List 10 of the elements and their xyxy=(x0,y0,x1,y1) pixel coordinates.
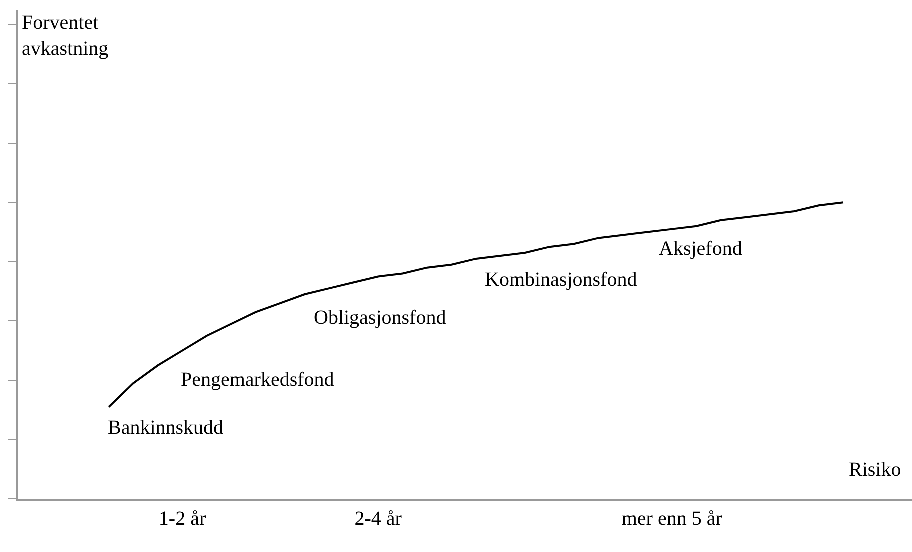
x-tick-label: 2-4 år xyxy=(354,508,402,530)
x-tick-label: mer enn 5 år xyxy=(622,508,723,530)
annotation: Bankinnskudd xyxy=(108,417,224,439)
x-axis-title: Risiko xyxy=(849,459,902,481)
x-tick-label: 1-2 år xyxy=(158,508,206,530)
annotation: Kombinasjonsfond xyxy=(485,269,638,291)
annotation: Obligasjonsfond xyxy=(314,307,446,329)
annotation: Aksjefond xyxy=(659,238,742,260)
text: Forventet avkastning xyxy=(22,12,109,60)
annotation: Pengemarkedsfond xyxy=(181,369,334,391)
